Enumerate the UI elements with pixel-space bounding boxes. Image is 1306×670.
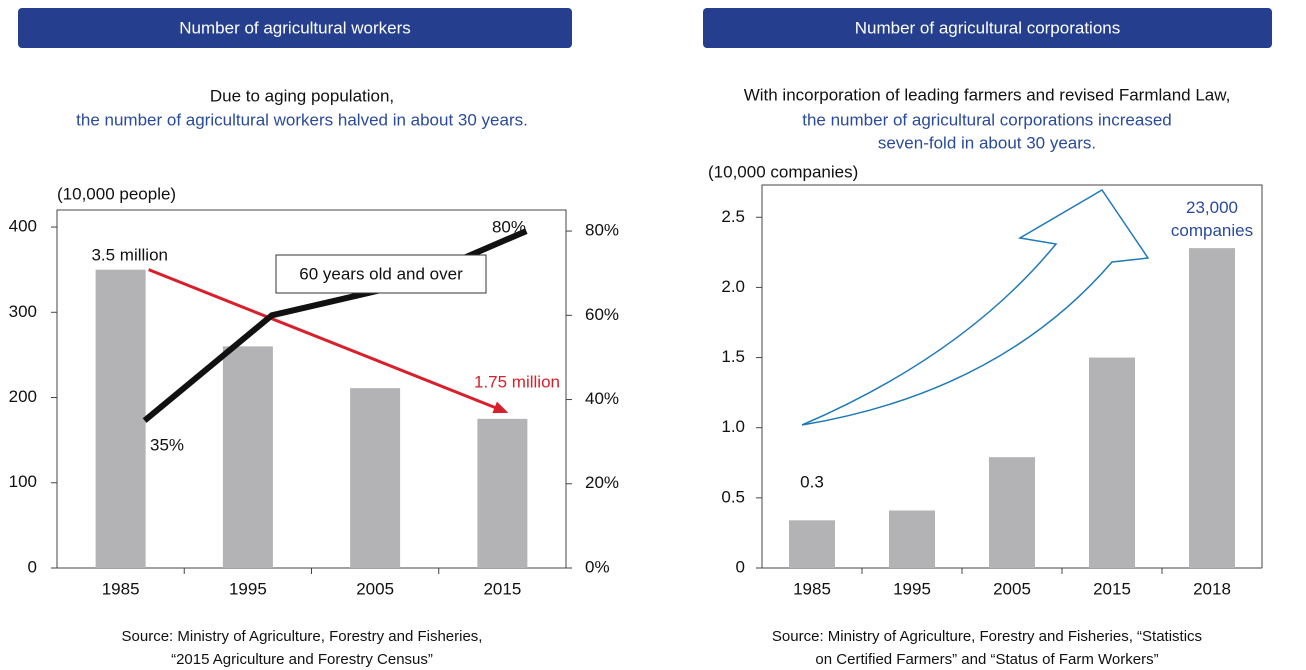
y2-tick-label: 80%: [585, 221, 619, 240]
subtitle: With incorporation of leading farmers an…: [744, 85, 1231, 104]
x-tick-label: 2015: [483, 579, 521, 598]
bar: [1189, 248, 1235, 568]
subtitle: Due to aging population,: [210, 86, 394, 105]
x-tick-label: 2018: [1193, 579, 1231, 598]
value-label: 1.75 million: [474, 372, 560, 391]
trend-arrow-head: [492, 401, 509, 414]
y2-tick-label: 40%: [585, 389, 619, 408]
y-tick-label: 0: [736, 557, 745, 576]
bar: [477, 418, 528, 568]
y-axis-label: (10,000 companies): [708, 162, 858, 181]
x-tick-label: 1985: [793, 579, 831, 598]
subtitle: the number of agricultural corporations …: [802, 110, 1171, 129]
value-label: 0.3: [800, 472, 824, 491]
y-tick-label: 200: [9, 387, 37, 406]
y-tick-label: 1.5: [721, 347, 745, 366]
y-tick-label: 2.0: [721, 277, 745, 296]
bar: [1089, 357, 1135, 568]
source: Source: Ministry of Agriculture, Forestr…: [122, 628, 483, 645]
y-tick-label: 0: [28, 557, 37, 576]
y2-tick-label: 20%: [585, 473, 619, 492]
header-bar: [18, 8, 572, 48]
source: “2015 Agriculture and Forestry Census”: [171, 651, 433, 668]
value-label: 23,000 companies: [1170, 198, 1254, 240]
y-axis-label: (10,000 people): [57, 184, 176, 203]
y-tick-label: 300: [9, 302, 37, 321]
bar: [350, 388, 401, 568]
source: on Certified Farmers” and “Status of Far…: [815, 651, 1158, 668]
bar: [989, 457, 1035, 568]
y-tick-label: 0.5: [721, 487, 745, 506]
plot-frame: [56, 209, 567, 568]
subtitle: seven-fold in about 30 years.: [878, 133, 1096, 152]
y-tick-label: 400: [9, 217, 37, 236]
value-label: 35%: [150, 435, 184, 454]
plot-frame: [761, 184, 1263, 568]
chart-title: Number of agricultural corporations: [855, 18, 1121, 37]
x-tick-label: 2005: [356, 579, 394, 598]
series-label-box: [275, 254, 487, 294]
y-tick-label: 100: [9, 472, 37, 491]
y2-tick-label: 0%: [585, 557, 610, 576]
x-tick-label: 1995: [229, 579, 267, 598]
x-tick-label: 1985: [102, 579, 140, 598]
bar: [222, 346, 273, 568]
subtitle: the number of agricultural workers halve…: [76, 110, 528, 129]
x-tick-label: 2015: [1093, 579, 1131, 598]
y-tick-label: 1.0: [721, 417, 745, 436]
bar: [789, 520, 835, 568]
series-label: 60 years old and over: [299, 264, 463, 283]
x-tick-label: 2005: [993, 579, 1031, 598]
header-bar: [703, 8, 1272, 48]
bar: [889, 510, 935, 568]
growth-arrow: [801, 188, 1150, 426]
x-tick-label: 1995: [893, 579, 931, 598]
bar: [95, 269, 146, 568]
y2-tick-label: 60%: [585, 305, 619, 324]
value-label: 3.5 million: [91, 245, 168, 264]
trend-arrow: [148, 268, 502, 412]
value-label: 80%: [492, 217, 526, 236]
source: Source: Ministry of Agriculture, Forestr…: [772, 628, 1202, 645]
y-tick-label: 2.5: [721, 207, 745, 226]
chart-title: Number of agricultural workers: [179, 18, 410, 37]
